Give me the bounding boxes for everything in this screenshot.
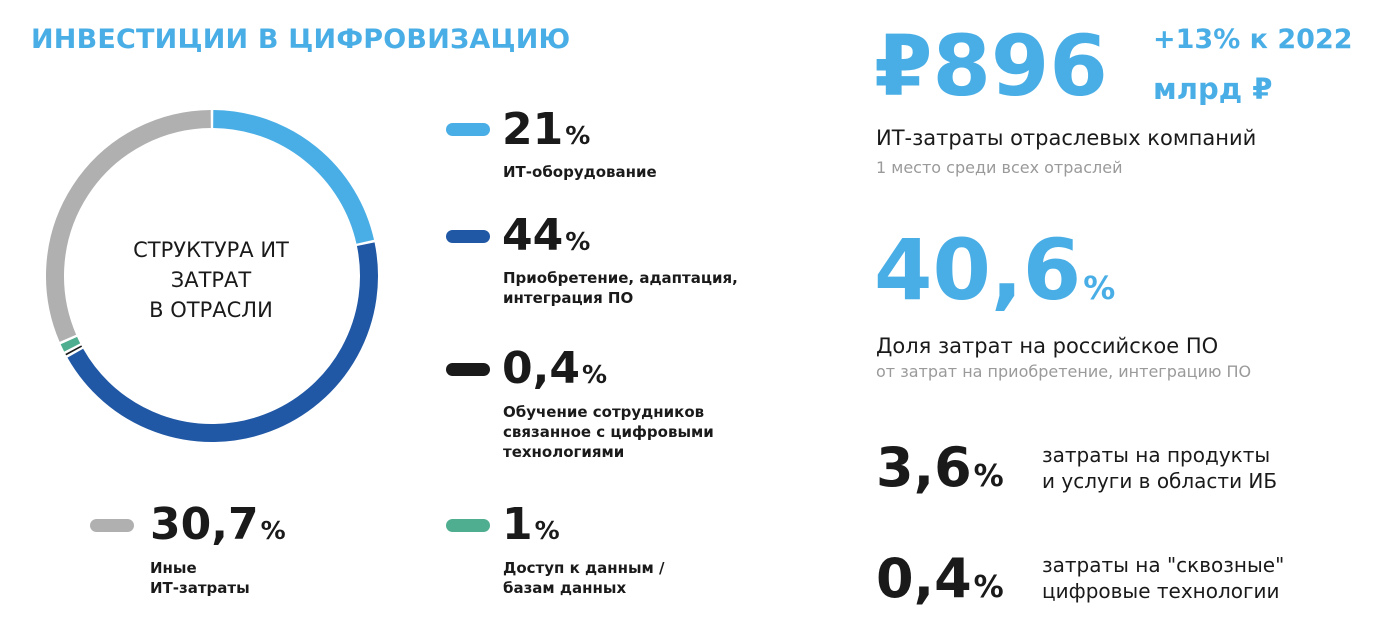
russian-software-subtitle: от затрат на приобретение, интеграцию ПО bbox=[876, 362, 1252, 381]
legend-value: 44% bbox=[502, 210, 591, 261]
donut-slice-other bbox=[46, 110, 211, 342]
legend-label: Иные ИТ-затраты bbox=[150, 559, 250, 597]
legend-value: 1% bbox=[502, 499, 560, 550]
legend-label: Доступ к данным / базам данных bbox=[503, 559, 665, 597]
donut-center-line-2: ЗАТРАТ bbox=[170, 268, 252, 292]
legend-swatch bbox=[446, 519, 490, 532]
donut-slice-software bbox=[67, 242, 378, 442]
legend-label: Приобретение, адаптация, интеграция ПО bbox=[503, 269, 738, 307]
donut-slice-data-access bbox=[60, 336, 81, 352]
it-spend-unit: млрд ₽ bbox=[1153, 72, 1273, 106]
legend-swatch bbox=[446, 230, 490, 243]
legend-value: 30,7% bbox=[150, 499, 286, 550]
end-to-end-description: затраты на "сквозные" цифровые технологи… bbox=[1042, 553, 1285, 603]
it-spend-title: ИТ-затраты отраслевых компаний bbox=[876, 126, 1257, 150]
donut-center-label: СТРУКТУРА ИТ ЗАТРАТ В ОТРАСЛИ bbox=[96, 235, 326, 325]
end-to-end-value: 0,4% bbox=[876, 547, 1004, 610]
donut-center-line-3: В ОТРАСЛИ bbox=[149, 298, 273, 322]
it-spend-subtitle: 1 место среди всех отраслей bbox=[876, 158, 1123, 177]
russian-software-title: Доля затрат на российское ПО bbox=[876, 334, 1219, 358]
legend-label: ИТ-оборудование bbox=[503, 163, 657, 181]
legend-value: 0,4% bbox=[502, 343, 608, 394]
legend-value: 21% bbox=[502, 104, 591, 155]
legend-swatch bbox=[446, 123, 490, 136]
it-spend-value: ₽896 bbox=[874, 17, 1108, 115]
donut-center-line-1: СТРУКТУРА ИТ bbox=[133, 238, 289, 262]
donut-slice-it-equipment bbox=[213, 110, 375, 244]
donut-slice-training bbox=[65, 345, 83, 356]
legend-label: Обучение сотрудников связанное с цифровы… bbox=[503, 403, 714, 461]
infosec-value: 3,6% bbox=[876, 436, 1004, 499]
legend-swatch bbox=[446, 363, 490, 376]
russian-software-value: 40,6% bbox=[874, 221, 1116, 319]
it-spend-change: +13% к 2022 bbox=[1153, 24, 1353, 55]
infosec-description: затраты на продукты и услуги в области И… bbox=[1042, 443, 1278, 493]
page-title: ИНВЕСТИЦИИ В ЦИФРОВИЗАЦИЮ bbox=[31, 24, 571, 55]
donut-chart bbox=[46, 110, 378, 442]
legend-swatch bbox=[90, 519, 134, 532]
